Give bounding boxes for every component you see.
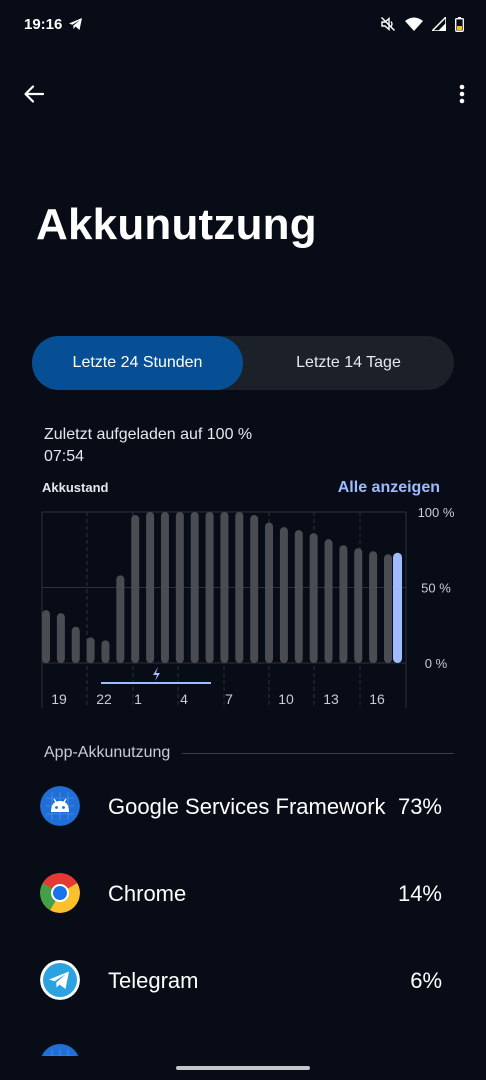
chart-xlabel: 7 xyxy=(225,691,233,707)
mute-icon xyxy=(380,16,396,37)
chart-xlabel: 1 xyxy=(134,691,142,707)
more-vert-icon xyxy=(459,84,465,104)
chart-bar xyxy=(86,637,95,663)
last-charged-info: Zuletzt aufgeladen auf 100 % 07:54 xyxy=(44,424,252,468)
chart-bar xyxy=(42,610,50,663)
tab-last-14-days[interactable]: Letzte 14 Tage xyxy=(296,354,401,371)
chart-label: Akkustand xyxy=(42,480,109,495)
app-row-google-services-framework[interactable]: Google Services Framework 73% xyxy=(0,776,486,836)
chart-bar xyxy=(205,512,214,663)
chart-bar xyxy=(279,527,288,663)
signal-icon xyxy=(430,15,447,36)
chart-bar-current xyxy=(393,552,402,663)
app-row-chrome[interactable]: Chrome 14% xyxy=(0,863,486,923)
chart-bar xyxy=(294,530,303,663)
chart-bar xyxy=(384,554,392,663)
show-all-link[interactable]: Alle anzeigen xyxy=(337,479,440,496)
battery-icon xyxy=(455,16,464,37)
partial-app-icon xyxy=(40,1044,80,1056)
last-charged-time: 07:54 xyxy=(44,448,85,465)
chart-bar xyxy=(160,512,169,663)
chart-bar xyxy=(250,515,259,663)
arrow-left-icon xyxy=(24,85,45,103)
chrome-icon xyxy=(40,873,80,913)
chart-bar xyxy=(369,551,378,663)
chart-xlabel: 19 xyxy=(51,691,67,707)
chart-ylabel: 100 % xyxy=(418,505,455,520)
back-button[interactable] xyxy=(14,74,54,114)
chart-bar xyxy=(324,539,333,663)
chart-bar xyxy=(175,512,184,663)
app-name: Telegram xyxy=(108,968,199,993)
app-name: Chrome xyxy=(108,881,187,906)
app-percent: 6% xyxy=(410,968,442,993)
chart-ylabel: 50 % xyxy=(421,581,451,596)
chart-bar xyxy=(71,626,80,663)
chart-bar xyxy=(220,512,229,663)
chart-bar xyxy=(131,515,140,663)
chart-bar xyxy=(339,545,348,663)
section-divider xyxy=(182,752,454,754)
time-range-toggle: Letzte 24 Stunden Letzte 14 Tage xyxy=(32,336,454,390)
section-title: App-Akkunutzung xyxy=(44,744,171,761)
telegram-plane-icon xyxy=(68,17,83,36)
chart-canvas: 100 % 50 % 0 % 19 22 1 4 7 10 13 16 xyxy=(41,505,455,708)
chart-bar xyxy=(56,613,65,663)
chart-bar xyxy=(235,512,244,663)
chart-xlabel: 22 xyxy=(96,691,112,707)
wifi-icon xyxy=(405,17,423,36)
status-time: 19:16 xyxy=(24,16,63,33)
chart-xlabel: 10 xyxy=(278,691,294,707)
chart-bar xyxy=(354,548,363,663)
status-icons xyxy=(380,15,464,37)
page-title: Akkunutzung xyxy=(36,200,317,249)
telegram-icon xyxy=(40,960,80,1000)
chart-xlabel: 13 xyxy=(323,691,339,707)
chart-bar xyxy=(265,522,274,663)
chart-bar xyxy=(190,512,199,663)
app-usage-section-header: App-Akkunutzung xyxy=(44,742,454,764)
chart-bar xyxy=(309,533,318,663)
bolt-icon xyxy=(153,667,160,681)
more-options-button[interactable] xyxy=(450,74,474,114)
chart-ylabel: 0 % xyxy=(425,656,448,671)
app-row-telegram[interactable]: Telegram 6% xyxy=(0,950,486,1010)
app-percent: 73% xyxy=(397,794,442,819)
chart-bar xyxy=(116,575,125,663)
app-name: Google Services Framework xyxy=(108,794,386,819)
tab-last-24-hours[interactable]: Letzte 24 Stunden xyxy=(32,336,243,390)
chart-bar xyxy=(101,640,110,663)
chart-xlabel: 4 xyxy=(180,691,188,707)
chart-bar xyxy=(146,512,155,663)
home-indicator[interactable] xyxy=(176,1066,310,1070)
battery-level-chart: 100 % 50 % 0 % 19 22 1 4 7 10 13 16 xyxy=(0,500,486,716)
chart-xlabel: 16 xyxy=(369,691,385,707)
app-bar xyxy=(0,74,486,118)
last-charged-text: Zuletzt aufgeladen auf 100 % xyxy=(44,426,253,443)
status-bar: 19:16 xyxy=(0,0,486,52)
android-icon xyxy=(40,786,80,826)
app-percent: 14% xyxy=(397,881,442,906)
